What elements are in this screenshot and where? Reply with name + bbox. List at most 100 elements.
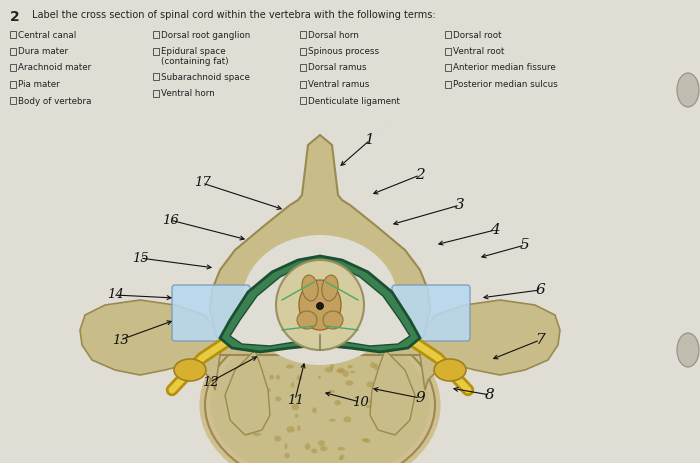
Ellipse shape	[274, 436, 281, 442]
Ellipse shape	[335, 369, 342, 372]
Text: 3: 3	[455, 198, 465, 212]
Text: Spinous process: Spinous process	[308, 47, 379, 56]
Text: Epidural space: Epidural space	[161, 47, 225, 56]
Bar	[445, 48, 451, 55]
Ellipse shape	[297, 375, 302, 381]
Text: Denticulate ligament: Denticulate ligament	[308, 96, 400, 106]
Ellipse shape	[246, 431, 252, 435]
Text: Ventral horn: Ventral horn	[161, 89, 215, 98]
Bar	[153, 89, 158, 97]
Text: 10: 10	[351, 395, 368, 408]
Ellipse shape	[370, 362, 375, 368]
Ellipse shape	[337, 352, 341, 357]
Polygon shape	[370, 350, 415, 435]
Text: 1: 1	[365, 133, 375, 147]
Ellipse shape	[335, 400, 341, 406]
Text: 8: 8	[485, 388, 495, 402]
Text: 6: 6	[535, 283, 545, 297]
Ellipse shape	[295, 413, 298, 418]
Text: 12: 12	[202, 375, 218, 388]
Ellipse shape	[374, 364, 379, 370]
Text: 9: 9	[415, 391, 425, 405]
Ellipse shape	[386, 376, 391, 383]
Ellipse shape	[380, 406, 389, 409]
Text: Ventral root: Ventral root	[453, 47, 505, 56]
Ellipse shape	[304, 443, 310, 450]
Ellipse shape	[323, 311, 343, 329]
Text: 2: 2	[415, 168, 425, 182]
Ellipse shape	[238, 389, 241, 393]
Ellipse shape	[299, 359, 308, 363]
Polygon shape	[225, 350, 270, 435]
Ellipse shape	[391, 407, 398, 412]
Ellipse shape	[322, 275, 338, 301]
Text: 2: 2	[10, 10, 20, 24]
Ellipse shape	[329, 389, 335, 393]
Bar	[300, 64, 305, 71]
Polygon shape	[80, 300, 220, 390]
Ellipse shape	[269, 375, 274, 380]
Text: 7: 7	[535, 333, 545, 347]
Bar	[300, 48, 305, 55]
Text: Posterior median sulcus: Posterior median sulcus	[453, 80, 558, 89]
Bar	[445, 31, 451, 38]
Ellipse shape	[290, 382, 295, 388]
Text: Pia mater: Pia mater	[18, 80, 60, 89]
Ellipse shape	[345, 380, 354, 386]
Text: Dorsal root ganglion: Dorsal root ganglion	[161, 31, 251, 39]
Ellipse shape	[251, 389, 254, 394]
Ellipse shape	[253, 432, 261, 436]
Text: 4: 4	[490, 223, 500, 237]
Ellipse shape	[393, 396, 401, 401]
Ellipse shape	[330, 363, 334, 369]
Ellipse shape	[342, 370, 349, 377]
Text: Label the cross section of spinal cord within the vertebra with the following te: Label the cross section of spinal cord w…	[32, 10, 435, 20]
Text: Anterior median fissure: Anterior median fissure	[453, 63, 556, 73]
Ellipse shape	[267, 388, 271, 392]
Ellipse shape	[380, 385, 386, 391]
Ellipse shape	[248, 407, 253, 413]
Ellipse shape	[286, 426, 295, 433]
Bar	[153, 73, 158, 80]
Ellipse shape	[340, 455, 344, 459]
Text: 17: 17	[194, 176, 211, 189]
Ellipse shape	[677, 333, 699, 367]
FancyBboxPatch shape	[172, 285, 250, 341]
Ellipse shape	[312, 407, 317, 413]
Ellipse shape	[244, 394, 250, 400]
Bar	[300, 31, 305, 38]
Text: 15: 15	[132, 251, 148, 264]
Bar	[10, 48, 15, 55]
Ellipse shape	[286, 364, 294, 369]
Polygon shape	[230, 263, 410, 346]
Polygon shape	[420, 300, 560, 390]
Text: Dorsal horn: Dorsal horn	[308, 31, 359, 39]
Ellipse shape	[174, 359, 206, 381]
Bar	[445, 64, 451, 71]
Bar	[445, 81, 451, 88]
Text: 13: 13	[111, 333, 128, 346]
Ellipse shape	[344, 416, 351, 423]
Ellipse shape	[292, 404, 299, 410]
Text: Dorsal root: Dorsal root	[453, 31, 501, 39]
Ellipse shape	[397, 420, 402, 425]
FancyBboxPatch shape	[392, 285, 470, 341]
Ellipse shape	[316, 302, 323, 309]
Ellipse shape	[284, 443, 288, 449]
Text: Subarachnoid space: Subarachnoid space	[161, 73, 250, 81]
Ellipse shape	[337, 367, 343, 374]
Ellipse shape	[239, 412, 244, 418]
Ellipse shape	[337, 447, 345, 450]
Text: 11: 11	[286, 394, 303, 407]
Ellipse shape	[276, 375, 280, 380]
Text: 5: 5	[520, 238, 530, 252]
Polygon shape	[210, 135, 430, 355]
Text: Body of vertebra: Body of vertebra	[18, 96, 92, 106]
Ellipse shape	[363, 439, 370, 443]
Ellipse shape	[297, 311, 317, 329]
Bar	[10, 31, 15, 38]
Ellipse shape	[342, 368, 344, 372]
Ellipse shape	[434, 359, 466, 381]
Bar	[10, 64, 15, 71]
Ellipse shape	[311, 449, 318, 453]
